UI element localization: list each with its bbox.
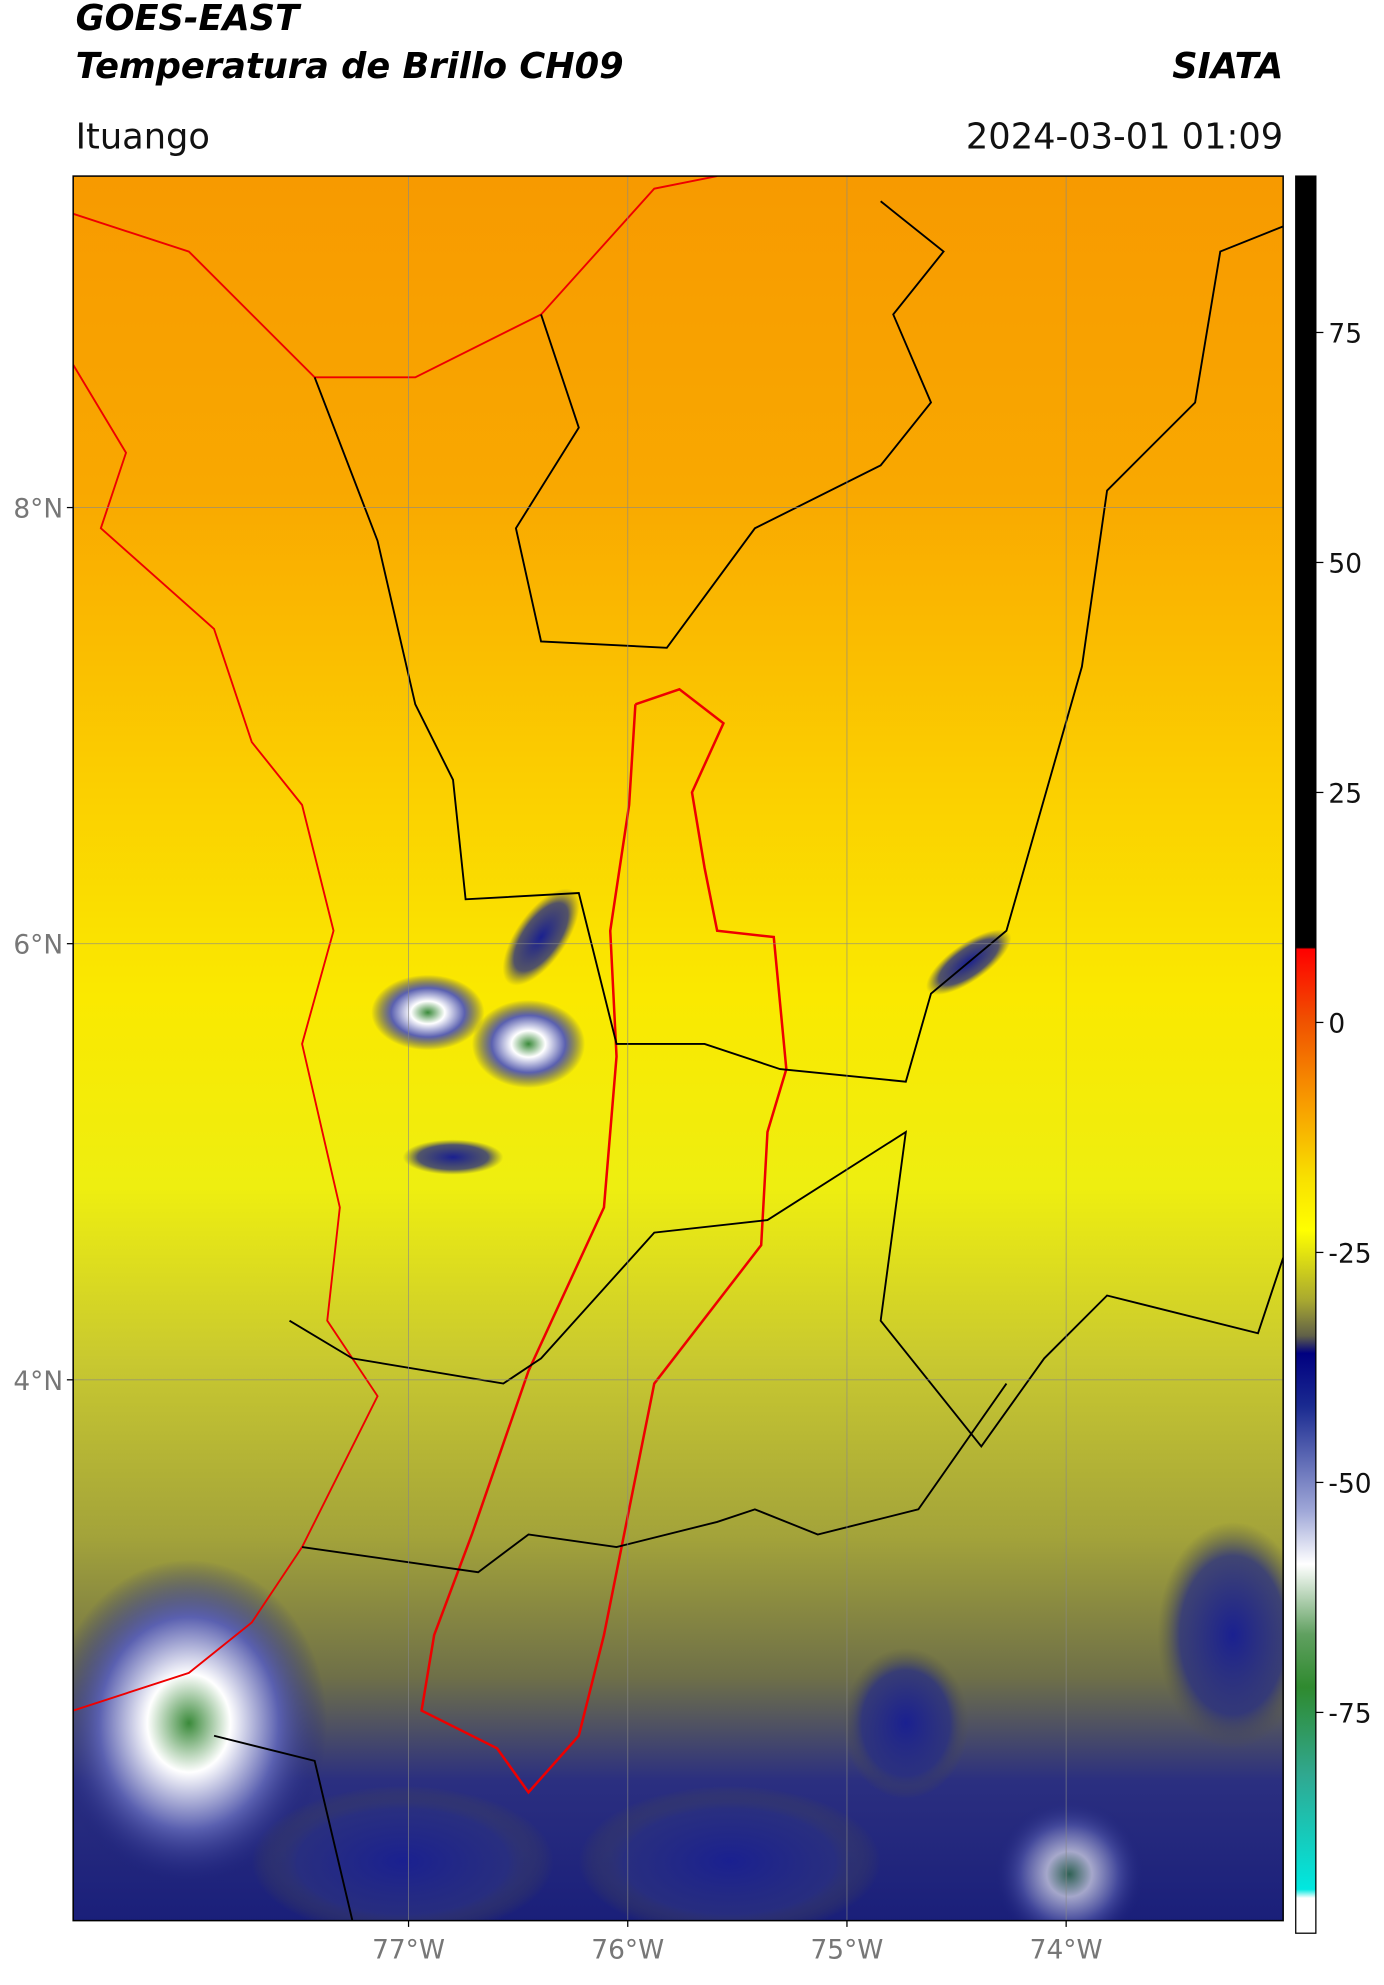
lon-tick-label: 75°W xyxy=(810,1934,883,1965)
cloud-cell xyxy=(578,1786,881,1921)
lat-tick-label: 4°N xyxy=(13,1366,63,1397)
cloud-cell xyxy=(502,888,580,986)
lon-tick-label: 76°W xyxy=(591,1934,664,1965)
lon-tick-label: 74°W xyxy=(1030,1934,1103,1965)
colorbar xyxy=(1295,175,1317,1934)
datetime: 2024-03-01 01:09 xyxy=(966,116,1283,157)
cloud-cell xyxy=(251,1786,554,1921)
map-frame xyxy=(72,175,1284,1922)
region: Ituango xyxy=(76,116,210,157)
admin-border xyxy=(313,225,1284,1083)
cloud-cell xyxy=(371,974,485,1051)
coastline xyxy=(73,176,718,379)
coastline xyxy=(73,364,379,1712)
lat-tick-label: 6°N xyxy=(13,930,63,961)
admin-border xyxy=(514,200,945,649)
cloud-cell xyxy=(402,1139,504,1175)
colorbar-tick-label: 50 xyxy=(1328,549,1362,580)
cloud-cell xyxy=(842,1647,969,1799)
colorbar-tick-label: 0 xyxy=(1328,1009,1345,1040)
source: SIATA xyxy=(1172,46,1283,87)
graticule xyxy=(66,176,1284,1927)
cloud-cell xyxy=(1157,1521,1284,1749)
cloud-cell xyxy=(73,1559,328,1887)
lat-tick-label: 8°N xyxy=(13,494,63,525)
map-area xyxy=(73,176,1284,1921)
admin-border xyxy=(213,1734,354,1921)
subtitle: Temperatura de Brillo CH09 xyxy=(76,46,624,87)
basin-outline xyxy=(420,687,788,1795)
colorbar-tick-label: -50 xyxy=(1328,1468,1371,1499)
cloud-cell xyxy=(471,999,586,1088)
colorbar-tick-label: -25 xyxy=(1328,1238,1371,1269)
admin-border xyxy=(289,1130,1284,1449)
title: GOES-EAST xyxy=(76,0,302,39)
lon-tick-label: 77°W xyxy=(372,1934,445,1965)
admin-border xyxy=(301,1383,1008,1574)
cloud-cell xyxy=(993,1798,1145,1921)
colorbar-tick-label: 25 xyxy=(1328,779,1362,810)
colorbar-tick-label: -75 xyxy=(1328,1698,1371,1729)
colorbar-tick-label: 75 xyxy=(1328,319,1362,350)
